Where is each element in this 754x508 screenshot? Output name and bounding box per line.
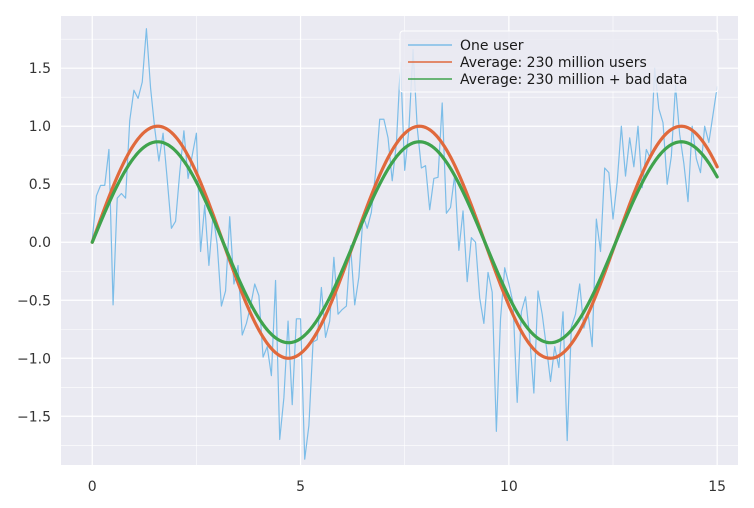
x-tick-label: 0 [88, 479, 97, 495]
legend-label-average: Average: 230 million users [460, 55, 647, 71]
y-tick-label: 0.5 [29, 177, 51, 193]
tick-labels: 0 5 10 15 −1.5 −1.0 −0.5 0.0 0.5 1.0 1.5 [17, 61, 726, 495]
legend: One user Average: 230 million users Aver… [399, 30, 719, 93]
legend-box [399, 30, 719, 93]
series-line-0 [91, 28, 718, 460]
series-lines [90, 28, 719, 460]
y-tick-label: 0.0 [29, 235, 51, 251]
x-tick-label: 15 [708, 479, 726, 495]
series-line-2 [90, 140, 719, 345]
x-tick-label: 10 [500, 479, 518, 495]
x-tick-label: 5 [296, 479, 305, 495]
y-tick-label: −0.5 [17, 293, 51, 309]
y-tick-label: −1.5 [17, 409, 51, 425]
legend-label-one-user: One user [460, 38, 524, 54]
y-tick-label: 1.0 [29, 119, 51, 135]
legend-label-average-bad-data: Average: 230 million + bad data [460, 72, 687, 88]
y-tick-label: −1.0 [17, 351, 51, 367]
y-tick-label: 1.5 [29, 61, 51, 77]
